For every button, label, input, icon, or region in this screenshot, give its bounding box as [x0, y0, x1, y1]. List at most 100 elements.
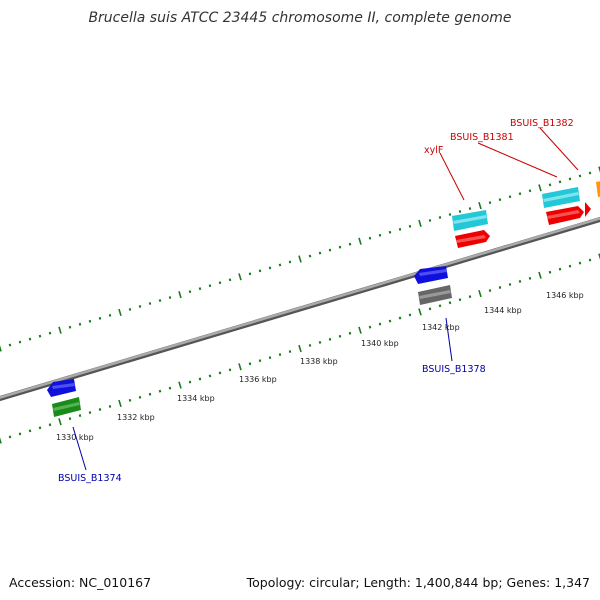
minor-tick [38, 426, 42, 430]
cds-feature[interactable] [585, 202, 591, 217]
major-tick [298, 255, 302, 263]
minor-tick [458, 298, 462, 302]
major-tick [0, 345, 2, 352]
minor-tick [18, 340, 22, 344]
major-tick [418, 219, 422, 227]
minor-tick [568, 264, 572, 268]
major-tick [118, 308, 122, 316]
minor-tick [168, 296, 172, 300]
minor-tick [288, 350, 292, 353]
minor-tick [588, 171, 592, 175]
scale-label: 1336 kbp [239, 375, 277, 384]
major-tick [298, 344, 302, 353]
minor-tick [18, 432, 22, 436]
minor-tick [258, 269, 262, 273]
scale-label: 1338 kbp [300, 357, 338, 366]
leader-line [445, 317, 453, 362]
cds-feature[interactable] [47, 379, 76, 397]
major-tick [58, 326, 62, 334]
cds-feature[interactable] [414, 266, 448, 284]
minor-tick [408, 313, 412, 317]
scale-label: 1342 kbp [422, 323, 460, 332]
minor-tick [578, 261, 582, 265]
minor-tick [508, 283, 512, 286]
minor-tick [528, 189, 532, 193]
minor-tick [138, 395, 142, 399]
minor-tick [278, 353, 282, 357]
cds-feature [419, 290, 451, 299]
minor-tick [518, 279, 522, 283]
minor-tick [498, 286, 502, 289]
minor-tick [228, 278, 232, 282]
cds-feature [52, 383, 75, 389]
minor-tick [48, 423, 52, 427]
cds-feature [543, 192, 579, 202]
minor-tick [368, 236, 372, 240]
minor-tick [68, 325, 72, 329]
reverse-features [47, 266, 452, 417]
scale-label: 1340 kbp [361, 339, 399, 348]
minor-tick [268, 356, 272, 360]
minor-tick [228, 368, 232, 372]
minor-tick [128, 398, 132, 402]
minor-tick [338, 245, 342, 249]
gene-label-bsuis-b1382[interactable]: BSUIS_B1382 [510, 118, 574, 129]
minor-tick [98, 408, 102, 411]
minor-tick [508, 195, 512, 199]
minor-tick [188, 290, 192, 294]
minor-tick [408, 224, 412, 228]
minor-tick [258, 359, 262, 363]
cds-feature [547, 210, 580, 219]
major-tick [178, 291, 182, 299]
minor-tick [268, 266, 272, 270]
major-tick [238, 363, 242, 371]
minor-tick [348, 242, 352, 246]
cds-feature [456, 235, 486, 243]
minor-tick [158, 299, 162, 302]
minor-tick [88, 319, 92, 323]
minor-tick [198, 287, 202, 291]
cds-feature[interactable] [596, 180, 600, 197]
minor-tick [588, 258, 592, 262]
minor-tick [158, 389, 162, 393]
backbone [0, 216, 600, 402]
leader-line [72, 426, 87, 471]
minor-tick [88, 411, 92, 414]
gene-label-bsuis-b1381[interactable]: BSUIS_B1381 [450, 132, 514, 143]
map-title: Brucella suis ATCC 23445 chromosome II, … [88, 10, 512, 26]
minor-tick [558, 180, 562, 184]
minor-tick [388, 319, 392, 323]
scale-label: 1344 kbp [484, 306, 522, 315]
minor-tick [488, 201, 492, 205]
minor-tick [218, 281, 222, 285]
major-tick [538, 271, 542, 279]
minor-tick [28, 429, 32, 433]
backbone-line [0, 217, 600, 399]
minor-tick [568, 177, 572, 181]
minor-tick [548, 183, 552, 187]
minor-tick [388, 230, 392, 234]
gene-label-bsuis-b1374[interactable]: BSUIS_B1374 [58, 473, 122, 484]
minor-tick [128, 307, 132, 311]
minor-tick [338, 334, 342, 338]
gene-labels: xylF BSUIS_B1381 BSUIS_B1382 BSUIS_B1374… [58, 118, 574, 484]
minor-tick [108, 313, 112, 317]
gene-label-bsuis-b1378[interactable]: BSUIS_B1378 [422, 364, 486, 375]
cds-feature [53, 402, 80, 411]
accession-text: Accession: NC_010167 [9, 575, 152, 590]
minor-tick [378, 322, 382, 326]
minor-tick [488, 289, 492, 292]
gene-label-xylf[interactable]: xylF [424, 145, 443, 156]
major-tick [238, 273, 242, 281]
minor-tick [288, 260, 292, 264]
minor-tick [8, 343, 12, 347]
minor-tick [528, 276, 532, 280]
minor-tick [328, 337, 332, 341]
leader-line [539, 127, 579, 171]
minor-tick [208, 374, 212, 378]
minor-tick [398, 227, 402, 231]
minor-tick [428, 218, 432, 222]
scale-label: 1334 kbp [177, 394, 215, 403]
minor-tick [438, 304, 442, 308]
minor-tick [438, 216, 442, 219]
